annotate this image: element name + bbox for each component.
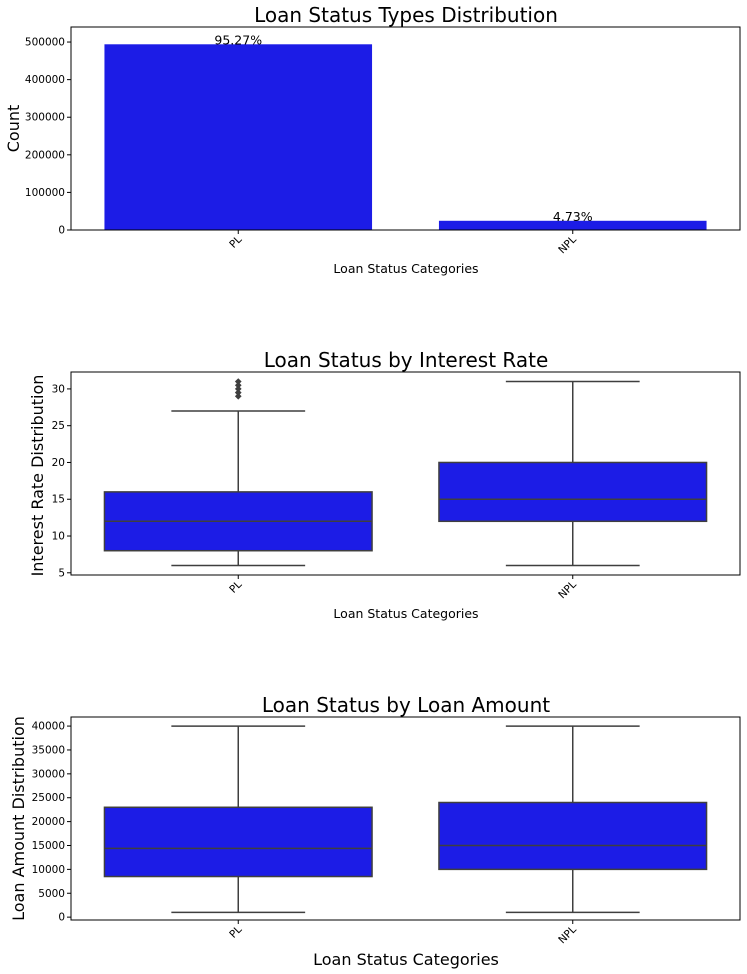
chart-3-axes-frame (70, 716, 741, 921)
x-tick-label: NPL (556, 234, 579, 257)
chart-2-x-axis-label: Loan Status Categories (333, 606, 478, 621)
y-tick-label: 5 (58, 567, 65, 579)
chart-3-x-ticks: PL NPL (227, 920, 579, 946)
bar-value-label: 4.73% (553, 209, 593, 224)
chart-1-title: Loan Status Types Distribution (254, 3, 558, 27)
box-npl (438, 725, 708, 914)
y-tick-label: 25 (52, 420, 65, 432)
x-tick-label: NPL (556, 924, 579, 947)
x-tick-label: PL (227, 924, 244, 941)
y-tick-label: 15 (52, 494, 65, 506)
chart-3-boxes (103, 725, 708, 914)
y-tick-label: 35000 (32, 744, 65, 756)
chart-2-x-ticks: PL NPL (227, 575, 579, 601)
box-pl (103, 725, 373, 914)
y-tick-label: 15000 (32, 840, 65, 852)
y-tick-label: 5000 (38, 888, 65, 900)
chart-1-x-ticks: PL NPL (227, 230, 579, 256)
y-tick-label: 100000 (25, 187, 65, 199)
chart-2-y-axis-label: Interest Rate Distribution (28, 375, 47, 577)
y-tick-label: 0 (58, 912, 65, 924)
chart-3-title: Loan Status by Loan Amount (262, 693, 550, 717)
y-tick-label: 0 (58, 225, 65, 237)
chart-1-y-ticks: 0 100000 200000 300000 400000 500000 (25, 37, 71, 237)
y-tick-label: 30000 (32, 768, 65, 780)
y-tick-label: 300000 (25, 112, 65, 124)
box-pl (103, 378, 373, 567)
chart-2-axes-frame (70, 371, 741, 576)
y-tick-label: 20000 (32, 816, 65, 828)
y-tick-label: 400000 (25, 74, 65, 86)
box-iqr (103, 806, 373, 878)
bar-pl (104, 44, 373, 231)
x-tick-label: NPL (556, 579, 579, 602)
y-tick-label: 30 (52, 383, 65, 395)
chart-2-title: Loan Status by Interest Rate (264, 348, 549, 372)
y-tick-label: 10000 (32, 864, 65, 876)
chart-3-x-axis-label: Loan Status Categories (313, 950, 499, 969)
box-npl (438, 380, 708, 567)
chart-loan-status-by-interest-rate: Loan Status by Interest Rate 5 10 15 20 25 30… (28, 348, 741, 621)
y-tick-label: 10 (52, 531, 65, 543)
bar-npl (438, 220, 707, 230)
chart-2-y-ticks: 5 10 15 20 25 30 (52, 383, 71, 579)
chart-3-y-ticks: 0 5000 10000 15000 20000 25000 30000 35000 40000 (32, 721, 71, 924)
y-tick-label: 200000 (25, 149, 65, 161)
outlier-point (234, 378, 242, 385)
chart-2-boxes (103, 378, 708, 567)
bar-value-label: 95.27% (214, 32, 262, 47)
chart-1-x-axis-label: Loan Status Categories (333, 261, 478, 276)
x-tick-label: PL (227, 579, 244, 596)
chart-loan-status-types: Loan Status Types Distribution 95.27% 4.7… (4, 3, 741, 276)
x-tick-label: PL (227, 234, 244, 251)
chart-1-bars: 95.27% 4.73% (104, 32, 707, 231)
chart-1-axes-frame (70, 26, 741, 231)
chart-3-y-axis-label: Loan Amount Distribution (9, 716, 28, 921)
y-tick-label: 500000 (25, 37, 65, 49)
box-iqr (438, 801, 708, 871)
y-tick-label: 25000 (32, 792, 65, 804)
y-tick-label: 20 (52, 457, 65, 469)
y-tick-label: 40000 (32, 721, 65, 733)
box-iqr (438, 461, 708, 523)
chart-1-y-axis-label: Count (4, 105, 23, 153)
chart-loan-status-by-loan-amount: Loan Status by Loan Amount 0 5000 10000 150… (9, 693, 741, 969)
